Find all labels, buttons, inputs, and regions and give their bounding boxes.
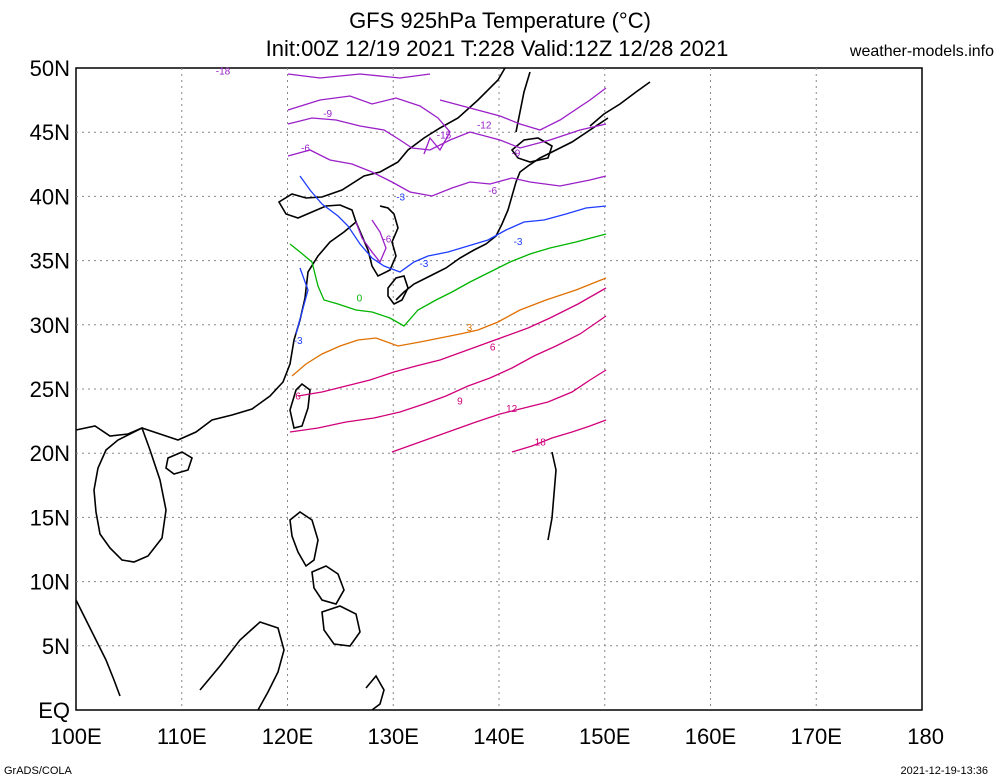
y-tick-label: 20N bbox=[30, 441, 70, 466]
contour-minus9 bbox=[287, 117, 607, 151]
y-tick-label: 30N bbox=[30, 313, 70, 338]
contour-label: -3 bbox=[396, 192, 405, 203]
x-tick-label: 160E bbox=[685, 724, 736, 749]
contour-label: -9 bbox=[323, 109, 332, 120]
x-tick-label: 130E bbox=[368, 724, 419, 749]
y-tick-label: 50N bbox=[30, 56, 70, 81]
coastline-mindanao bbox=[321, 605, 361, 647]
y-tick-label: 25N bbox=[30, 377, 70, 402]
contour-label: 3 bbox=[467, 323, 473, 334]
contour-labels: -18 -9 -12 -15 -6 -9 -6 -3 -6 -3 -3 0 -3 3 6 6 9 12 18 bbox=[216, 66, 546, 448]
y-tick-label: 10N bbox=[30, 570, 70, 595]
x-axis-ticks: 100E 110E 120E 130E 140E 150E 160E 170E 180 bbox=[50, 724, 944, 749]
contour-label: 0 bbox=[357, 294, 363, 305]
coastline-sulawesi bbox=[365, 674, 385, 711]
contour-minus3 bbox=[299, 175, 607, 273]
contour-label: 18 bbox=[535, 437, 547, 448]
contour-label: -12 bbox=[477, 120, 492, 131]
coastline-luzon bbox=[289, 511, 319, 568]
coastline-korea bbox=[355, 205, 399, 278]
contour-minus12 bbox=[439, 87, 607, 131]
coastline-visayas bbox=[311, 565, 345, 605]
contour-label: -9 bbox=[511, 149, 520, 160]
chart-title: GFS 925hPa Temperature (°C) bbox=[349, 8, 651, 33]
contour-label: 6 bbox=[295, 391, 301, 402]
coastline-kyushu bbox=[387, 275, 409, 306]
contour-label: -6 bbox=[301, 143, 310, 154]
x-tick-label: 100E bbox=[50, 724, 101, 749]
site-credit: weather-models.info bbox=[849, 43, 994, 60]
x-tick-label: 150E bbox=[579, 724, 630, 749]
contour-label: 12 bbox=[506, 404, 518, 415]
contour-three bbox=[291, 277, 607, 377]
coastline-malay bbox=[75, 599, 121, 697]
y-tick-label: 5N bbox=[42, 634, 70, 659]
contour-zero bbox=[289, 233, 607, 327]
contour-minus18 bbox=[287, 73, 431, 79]
y-tick-label: EQ bbox=[38, 698, 70, 723]
y-tick-label: 15N bbox=[30, 505, 70, 530]
y-tick-label: 45N bbox=[30, 120, 70, 145]
temperature-contours bbox=[287, 73, 607, 453]
x-tick-label: 110E bbox=[157, 724, 207, 749]
contour-label: 6 bbox=[490, 342, 496, 353]
contour-label: -3 bbox=[294, 336, 303, 347]
contour-minus6-korea bbox=[355, 219, 387, 264]
chart-subtitle: Init:00Z 12/19 2021 T:228 Valid:12Z 12/2… bbox=[265, 36, 729, 61]
coastline-sakhalin bbox=[515, 71, 531, 133]
contour-minus3-east bbox=[295, 267, 309, 335]
footer-software: GrADS/COLA bbox=[4, 765, 72, 777]
y-tick-label: 40N bbox=[30, 184, 70, 209]
contour-label: -18 bbox=[216, 66, 231, 77]
coastline-marianas bbox=[547, 451, 557, 541]
coastline-indochina bbox=[93, 426, 167, 563]
contour-label: -3 bbox=[419, 259, 428, 270]
contour-eighteen bbox=[511, 419, 607, 453]
x-tick-label: 170E bbox=[791, 724, 842, 749]
contour-twelve bbox=[391, 369, 607, 453]
y-tick-label: 35N bbox=[30, 249, 70, 274]
coastline-japan bbox=[395, 117, 609, 301]
contour-label: -15 bbox=[437, 131, 452, 142]
gridlines bbox=[76, 68, 922, 710]
coastline-taiwan bbox=[289, 382, 311, 429]
contour-nine bbox=[289, 315, 607, 433]
footer-timestamp: 2021-12-19-13:36 bbox=[900, 765, 988, 777]
contour-label: -3 bbox=[514, 237, 523, 248]
contour-label: -6 bbox=[488, 186, 497, 197]
contour-six bbox=[297, 287, 607, 397]
contour-label: 9 bbox=[457, 396, 463, 407]
contour-minus6 bbox=[287, 149, 607, 197]
x-tick-label: 140E bbox=[473, 724, 524, 749]
contour-label: -6 bbox=[382, 235, 391, 246]
coastline-hokkaido bbox=[510, 137, 553, 163]
coastline-borneo bbox=[199, 621, 285, 711]
y-axis-ticks: 50N 45N 40N 35N 30N 25N 20N 15N 10N 5N EQ bbox=[30, 56, 70, 723]
x-tick-label: 180 bbox=[907, 724, 944, 749]
x-tick-label: 120E bbox=[262, 724, 313, 749]
coastline-kurils bbox=[589, 81, 651, 127]
coastline-hainan bbox=[165, 451, 193, 475]
